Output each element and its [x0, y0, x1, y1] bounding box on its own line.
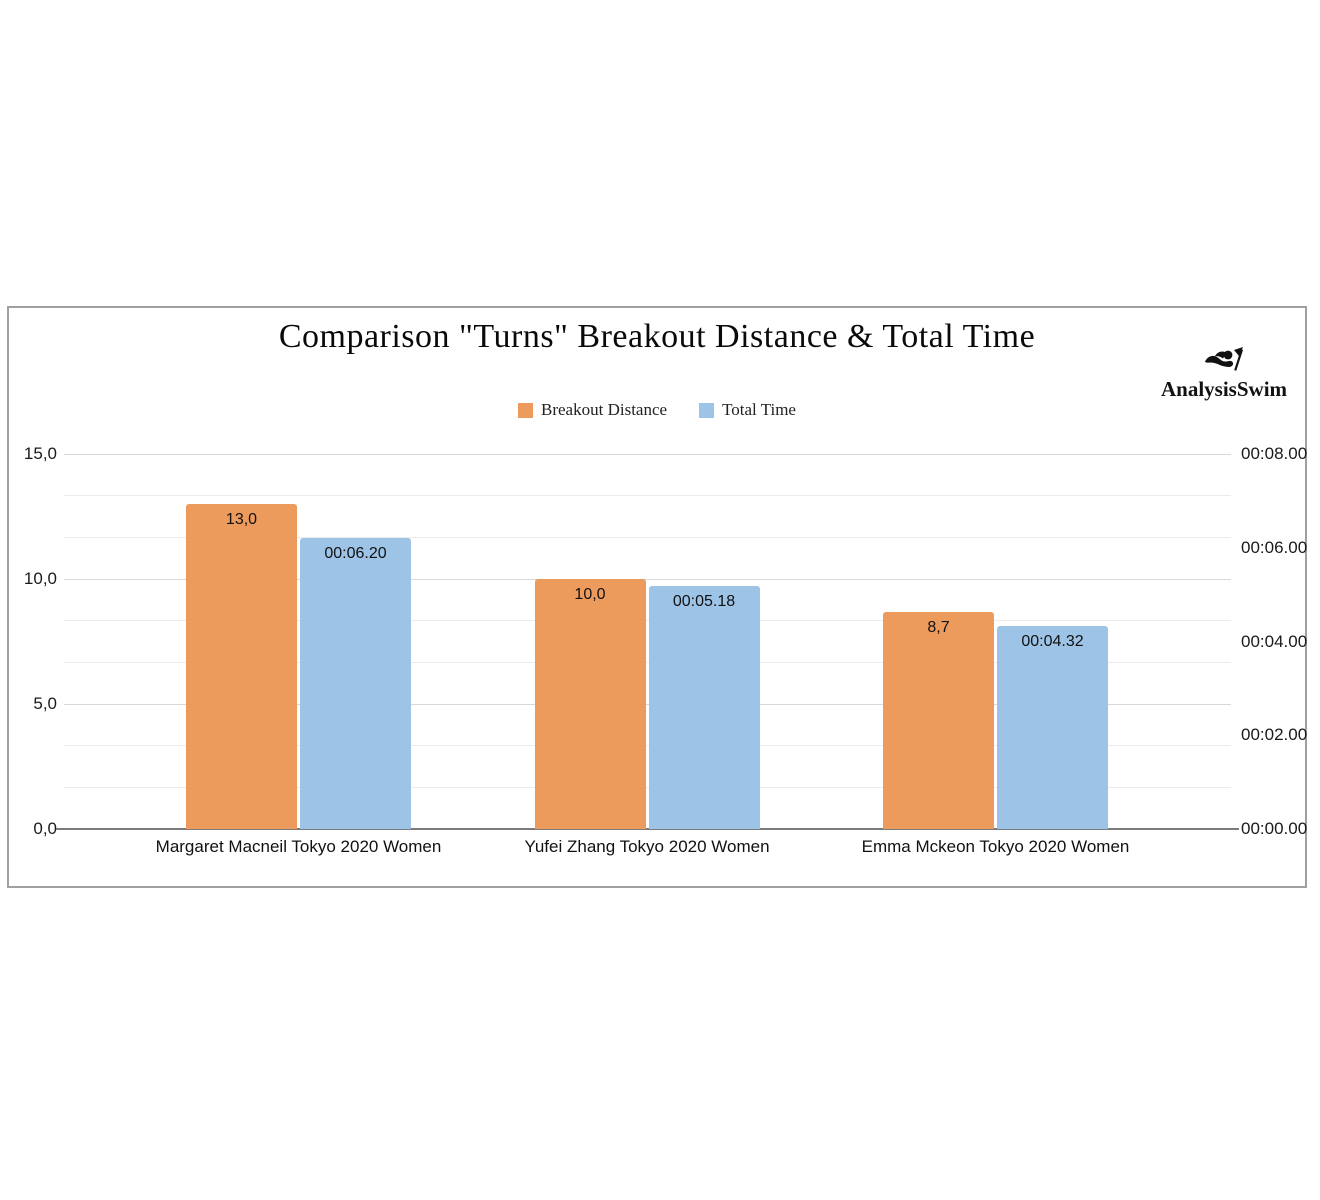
chart-panel: Comparison "Turns" Breakout Distance & T… [7, 306, 1307, 888]
y-axis-right-tick: 00:08.00 [1241, 444, 1308, 463]
legend-label: Breakout Distance [541, 400, 668, 419]
category-label: Emma Mckeon Tokyo 2020 Women [861, 837, 1130, 856]
swimmer-icon [1201, 346, 1247, 376]
x-axis-baseline [56, 828, 1239, 830]
y-axis-right-tick: 00:04.00 [1241, 631, 1308, 651]
y-axis-left-tick: 5,0 [33, 694, 57, 713]
gridline [64, 661, 1231, 663]
gridline [64, 786, 1231, 788]
bar-value-label: 13,0 [225, 511, 258, 528]
bar-value-label: 00:04.32 [1021, 633, 1084, 650]
y-axis-right-tick: 00:02.00 [1241, 725, 1308, 745]
gridline [64, 536, 1231, 538]
bar-breakout-distance: 10,0 [534, 579, 646, 829]
y-axis-left-tick: 10,0 [23, 569, 57, 588]
y-axis-left: 15,0 10,0 5,0 0,0 [9, 444, 57, 838]
y-axis-right: 00:08.00 00:06.00 00:04.00 00:02.00 00:00.00 [1241, 444, 1313, 838]
y-axis-left-tick: 15,0 [23, 444, 57, 463]
category-label: Margaret Macneil Tokyo 2020 Women [155, 837, 442, 856]
gridline [64, 453, 1231, 455]
breakout-distance-swatch [518, 402, 534, 418]
plot-area: 13,0 00:06.20 Margaret Macneil Tokyo 2020 … [56, 453, 1239, 856]
bar-total-time: 00:04.32 [997, 626, 1108, 829]
gridline [64, 745, 1231, 747]
brand-name: AnalysisSwim [1160, 377, 1288, 401]
bar-total-time: 00:06.20 [300, 538, 411, 829]
bar-value-label: 00:05.18 [672, 593, 736, 610]
gridline [64, 620, 1231, 622]
gridline [64, 703, 1231, 705]
y-axis-right-tick: 00:00.00 [1241, 819, 1308, 838]
legend-label: Total Time [722, 400, 796, 419]
bar-breakout-distance: 8,7 [883, 612, 994, 829]
bar-breakout-distance: 13,0 [186, 504, 297, 829]
category-label: Yufei Zhang Tokyo 2020 Women [524, 837, 770, 856]
gridline [64, 578, 1231, 580]
legend-item-total-time: Total Time [699, 400, 796, 420]
brand-logo: AnalysisSwim [1159, 346, 1289, 402]
bar-value-label: 8,7 [927, 619, 950, 636]
y-axis-left-tick: 0,0 [33, 819, 57, 838]
y-axis-right-tick: 00:06.00 [1241, 537, 1308, 557]
gridline [64, 495, 1231, 497]
bar-value-label: 10,0 [574, 586, 606, 603]
chart-title: Comparison "Turns" Breakout Distance & T… [278, 318, 1036, 355]
chart-legend: Breakout Distance Total Time [9, 400, 1305, 420]
bar-value-label: 00:06.20 [324, 545, 387, 562]
legend-item-breakout-distance: Breakout Distance [518, 400, 667, 420]
total-time-swatch [699, 402, 715, 418]
bar-total-time: 00:05.18 [648, 586, 760, 829]
